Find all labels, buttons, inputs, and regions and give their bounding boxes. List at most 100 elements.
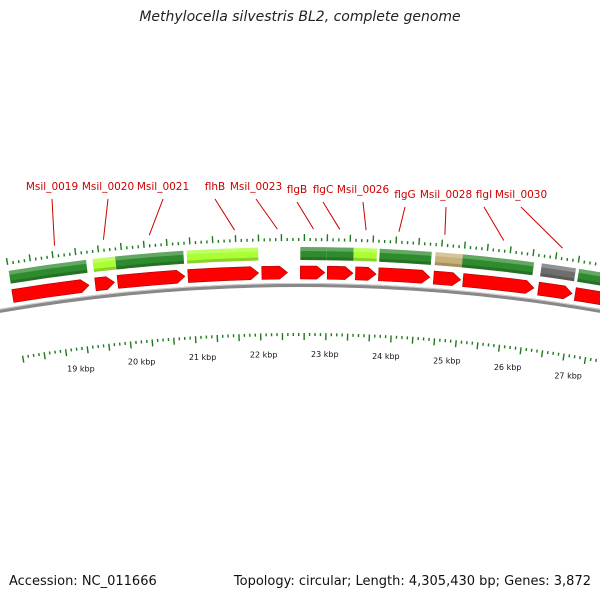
blast-hit-shadow bbox=[300, 257, 327, 261]
blast-hit-shadow bbox=[116, 260, 185, 270]
blast-hit-shine bbox=[578, 268, 600, 277]
gc-content-ticks bbox=[5, 234, 598, 365]
blast-hit-bar bbox=[379, 248, 432, 265]
blast-hit-shadow bbox=[379, 258, 432, 265]
gc-tick bbox=[21, 355, 25, 363]
kbp-scale-label: 19 kbp bbox=[67, 364, 95, 373]
gc-tick bbox=[5, 257, 9, 266]
accession-label: Accession: NC_011666 bbox=[9, 574, 157, 589]
label-leader-line bbox=[255, 198, 278, 230]
cds-arrow bbox=[378, 267, 431, 284]
blast-hit-shadow bbox=[10, 269, 88, 284]
blast-hit-shadow bbox=[187, 257, 259, 264]
label-leader-line bbox=[398, 206, 406, 232]
gc-tick bbox=[540, 350, 544, 358]
blast-hit-bar bbox=[92, 256, 117, 272]
backbone-arc bbox=[0, 283, 600, 313]
gc-tick bbox=[433, 338, 436, 346]
cds-arrow bbox=[187, 266, 260, 283]
gene-label: flgI bbox=[476, 189, 492, 201]
gene-label: Msil_0028 bbox=[420, 189, 472, 201]
blast-hit-shine bbox=[379, 248, 432, 256]
gc-tick bbox=[28, 254, 32, 262]
label-leader-line bbox=[102, 198, 109, 240]
gene-label: Msil_0030 bbox=[495, 189, 547, 201]
gc-tick bbox=[129, 341, 132, 349]
blast-hit-bar bbox=[577, 268, 600, 286]
gene-label: Msil_0021 bbox=[137, 181, 189, 193]
gc-tick bbox=[595, 358, 598, 362]
label-leader-line bbox=[362, 201, 367, 231]
label-leader-line bbox=[444, 206, 447, 235]
kbp-scale-label: 23 kbp bbox=[311, 350, 339, 359]
gc-tick bbox=[476, 342, 479, 350]
kbp-scale-label: 27 kbp bbox=[554, 371, 582, 380]
gene-label: Msil_0026 bbox=[337, 184, 390, 196]
cds-arrow bbox=[355, 266, 377, 281]
kbp-scale-label: 21 kbp bbox=[189, 353, 217, 362]
blast-hit-shine bbox=[462, 254, 535, 267]
kbp-scale-label: 26 kbp bbox=[494, 363, 522, 372]
blast-hit-shadow bbox=[326, 257, 354, 261]
map-title: Methylocella silvestris BL2, complete ge… bbox=[139, 9, 461, 25]
gc-tick bbox=[532, 249, 535, 257]
genome-summary-label: Topology: circular; Length: 4,305,430 bp… bbox=[233, 574, 591, 589]
gene-label: Msil_0020 bbox=[82, 181, 134, 193]
gc-tick bbox=[454, 340, 457, 348]
gene-label: flhB bbox=[205, 181, 225, 193]
gc-tick bbox=[142, 240, 145, 248]
blast-hit-shadow bbox=[434, 262, 463, 268]
gc-tick bbox=[51, 251, 54, 259]
gc-tick bbox=[589, 357, 592, 362]
backbone-highlight bbox=[0, 283, 600, 310]
blast-hit-bar bbox=[326, 247, 354, 261]
kbp-scale-label: 24 kbp bbox=[372, 352, 400, 361]
gc-tick bbox=[463, 241, 466, 249]
gc-tick bbox=[519, 347, 522, 355]
gc-tick bbox=[74, 248, 77, 256]
label-leader-line bbox=[520, 206, 563, 249]
blast-hit-shine bbox=[326, 247, 354, 252]
gc-tick bbox=[64, 349, 68, 357]
gc-tick bbox=[583, 356, 587, 365]
kbp-scale-label: 20 kbp bbox=[128, 357, 156, 366]
blast-hit-shine bbox=[8, 259, 87, 275]
cds-arrow bbox=[537, 281, 573, 300]
gc-tick bbox=[97, 245, 100, 253]
blast-hit-bar bbox=[115, 250, 185, 270]
gc-tick bbox=[108, 343, 111, 351]
gene-label: flgB bbox=[287, 184, 307, 196]
cds-arrow bbox=[462, 273, 535, 294]
kbp-scale: 19 kbp 20 kbp 21 kbp 22 kbp 23 kbp 24 kbp 25 k… bbox=[67, 350, 582, 380]
cds-arrow bbox=[573, 287, 600, 306]
blast-hit-bar bbox=[300, 247, 327, 261]
cds-arrow bbox=[326, 265, 354, 280]
blast-hit-shadow bbox=[540, 273, 575, 282]
kbp-scale-label: 22 kbp bbox=[250, 350, 278, 359]
gene-label: flgC bbox=[313, 184, 334, 196]
gc-tick bbox=[441, 239, 444, 247]
gene-label: flgG bbox=[394, 189, 415, 201]
blast-hit-shine bbox=[353, 247, 378, 253]
blast-hit-shine bbox=[115, 250, 184, 261]
gc-tick bbox=[151, 339, 154, 347]
blast-hit-track bbox=[8, 247, 600, 286]
blast-hit-bar bbox=[461, 254, 535, 276]
kbp-scale-label: 25 kbp bbox=[433, 356, 461, 365]
label-leader-line bbox=[148, 198, 164, 236]
label-leader-line bbox=[322, 201, 341, 230]
blast-hit-bar bbox=[353, 247, 378, 262]
genome-backbone bbox=[0, 283, 600, 313]
gc-tick bbox=[165, 238, 168, 246]
blast-hit-bar bbox=[540, 263, 576, 282]
label-leader-line bbox=[483, 206, 505, 241]
gene-label: Msil_0019 bbox=[26, 181, 78, 193]
blast-hit-shadow bbox=[577, 278, 600, 286]
gc-tick bbox=[555, 252, 558, 260]
blast-hit-shine bbox=[92, 256, 116, 264]
blast-hit-bar bbox=[186, 247, 259, 264]
cds-arrow bbox=[116, 269, 186, 289]
cds-arrow bbox=[432, 270, 462, 286]
